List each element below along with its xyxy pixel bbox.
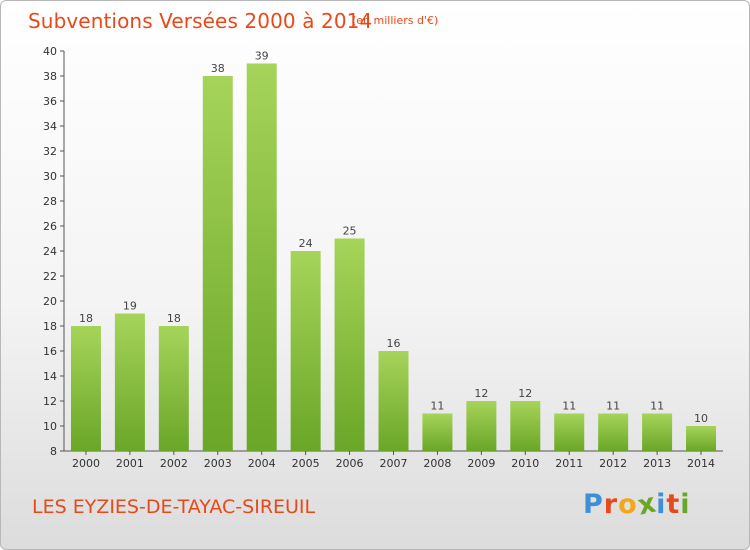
y-tick-label: 28 [43,195,57,208]
x-tick-label: 2011 [555,457,583,470]
y-tick-label: 14 [43,370,57,383]
bar-2008 [422,413,453,451]
bar-2011 [554,413,585,451]
y-tick-label: 38 [43,70,57,83]
bar-2014 [686,426,717,451]
bar-value-label: 38 [211,62,225,75]
bar-2004 [246,63,277,451]
x-tick-label: 2013 [643,457,671,470]
bar-2007 [378,351,409,451]
bar-2003 [202,76,233,451]
bar-2005 [290,251,321,451]
x-tick-label: 2012 [599,457,627,470]
y-tick-label: 8 [50,445,57,458]
logo-letter: t [666,489,681,520]
y-tick-label: 20 [43,295,57,308]
logo-letter: P [583,489,604,520]
bar-2000 [70,326,101,451]
bar-2001 [114,313,145,451]
y-tick-label: 34 [43,120,57,133]
bar-2013 [642,413,673,451]
y-tick-label: 24 [43,245,57,258]
x-tick-label: 2005 [292,457,320,470]
bars: 18 19 18 38 39 24 25 16 11 12 12 11 11 11 10 [70,50,717,451]
bar-value-label: 12 [518,387,532,400]
bar-value-label: 18 [167,312,181,325]
proxiti-logo: Proxiti [583,487,691,521]
y-tick-label: 36 [43,95,57,108]
logo-letter: i [656,489,667,520]
bar-value-label: 10 [694,412,708,425]
x-tick-label: 2004 [248,457,276,470]
x-tick-label: 2001 [116,457,144,470]
bar-value-label: 19 [123,300,137,313]
bar-value-label: 25 [343,225,357,238]
bar-value-label: 39 [255,50,269,63]
x-tick-label: 2009 [467,457,495,470]
commune-name: LES EYZIES-DE-TAYAC-SIREUIL [32,496,316,518]
x-tick-label: 2014 [687,457,715,470]
x-tick-label: 2008 [423,457,451,470]
chart-title: Subventions Versées 2000 à 2014 [28,9,373,33]
bar-value-label: 24 [299,237,313,250]
bar-2002 [158,326,189,451]
x-tick-label: 2007 [380,457,408,470]
x-tick-label: 2003 [204,457,232,470]
y-tick-label: 32 [43,145,57,158]
axes: 8 10 12 14 16 18 20 22 24 26 28 30 32 34 36 38 40 2000 200… [43,45,723,470]
bar-value-label: 11 [562,400,576,413]
logo-letter: o [618,489,638,520]
bar-value-label: 11 [430,400,444,413]
x-tick-label: 2002 [160,457,188,470]
bar-2009 [466,401,497,451]
bar-value-label: 11 [650,400,664,413]
y-tick-label: 30 [43,170,57,183]
bar-value-label: 18 [79,312,93,325]
bar-value-label: 11 [606,400,620,413]
y-tick-label: 16 [43,345,57,358]
x-tick-label: 2006 [336,457,364,470]
y-tick-label: 10 [43,420,57,433]
logo-letter: i [680,489,691,520]
y-tick-label: 12 [43,395,57,408]
bar-value-label: 16 [387,337,401,350]
bar-value-label: 12 [474,387,488,400]
bar-2012 [598,413,629,451]
x-tick-label: 2010 [511,457,539,470]
y-tick-label: 40 [43,45,57,58]
bar-2006 [334,238,365,451]
x-tick-label: 2000 [72,457,100,470]
y-tick-label: 18 [43,320,57,333]
y-tick-label: 22 [43,270,57,283]
chart-unit: (en milliers d'€) [352,14,439,27]
bar-2010 [510,401,541,451]
y-tick-label: 26 [43,220,57,233]
logo-letter: r [603,489,619,520]
